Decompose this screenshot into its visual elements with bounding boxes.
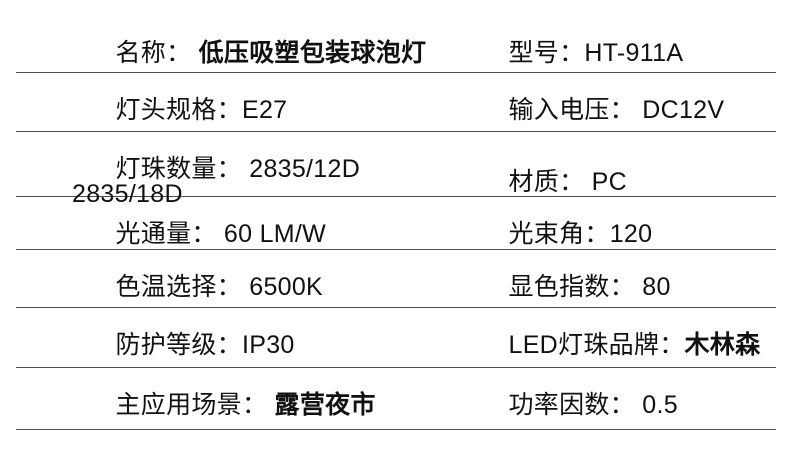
spec-label: 灯珠数量：	[115, 155, 242, 183]
spec-value: 80	[635, 273, 671, 301]
spec-cell-led-brand: LED灯珠品牌：木林森	[465, 308, 776, 383]
spec-label: 名称：	[115, 39, 192, 67]
spec-cell-cri: 显色指数： 80	[465, 250, 776, 325]
spec-cell-luminous-flux: 光通量： 60 LM/W	[16, 197, 465, 272]
spec-label: 光束角：	[508, 220, 610, 248]
spec-value: HT-911A	[584, 39, 684, 67]
spec-label: 型号：	[508, 39, 585, 67]
spec-row-name-model: 名称： 低压吸塑包装球泡灯 型号：HT-911A	[16, 16, 776, 73]
spec-label: 光通量：	[115, 220, 217, 248]
spec-value: PC	[584, 167, 627, 196]
spec-row-leds-material: 灯珠数量： 2835/12D 2835/18D 材质： PC	[16, 132, 776, 207]
spec-cell-material: 材质： PC	[465, 145, 776, 220]
spec-cell-led-count: 灯珠数量： 2835/12D 2835/18D	[16, 132, 465, 232]
spec-cell-input-voltage: 输入电压： DC12V	[465, 73, 776, 148]
spec-value: 60 LM/W	[216, 220, 327, 248]
spec-cell-beam-angle: 光束角：120	[465, 197, 776, 272]
spec-value: 低压吸塑包装球泡灯	[191, 39, 427, 67]
spec-value: 6500K	[242, 273, 324, 301]
spec-row-scene-powerfactor: 主应用场景： 露营夜市 功率因数： 0.5	[16, 368, 776, 430]
spec-row-base-voltage: 灯头规格：E27 输入电压： DC12V	[16, 73, 776, 132]
spec-cell-product-name: 名称： 低压吸塑包装球泡灯	[16, 16, 465, 91]
spec-label: 防护等级：	[115, 331, 242, 359]
spec-cell-model: 型号：HT-911A	[465, 16, 776, 91]
spec-value: 120	[609, 220, 653, 248]
spec-row-ip-brand: 防护等级：IP30 LED灯珠品牌：木林森	[16, 308, 776, 368]
spec-row-flux-beamangle: 光通量： 60 LM/W 光束角：120	[16, 197, 776, 250]
spec-value: 露营夜市	[267, 391, 376, 419]
spec-cell-lamp-base: 灯头规格：E27	[16, 73, 465, 148]
spec-value: 0.5	[635, 391, 678, 419]
spec-value: 2835/12D 2835/18D	[72, 155, 375, 208]
product-spec-table: 名称： 低压吸塑包装球泡灯 型号：HT-911A 灯头规格：E27 输入电压： …	[16, 0, 776, 430]
spec-value: 木林森	[684, 331, 761, 359]
spec-value: IP30	[242, 331, 295, 359]
spec-cell-protection-rating: 防护等级：IP30	[16, 308, 465, 383]
spec-value: DC12V	[635, 96, 725, 124]
spec-value: E27	[242, 96, 288, 124]
spec-cell-color-temperature: 色温选择： 6500K	[16, 250, 465, 325]
spec-label: 输入电压：	[508, 96, 635, 124]
spec-label: LED灯珠品牌：	[508, 331, 685, 359]
spec-label: 主应用场景：	[115, 391, 268, 419]
spec-label: 材质：	[508, 167, 585, 196]
spec-row-cct-cri: 色温选择： 6500K 显色指数： 80	[16, 250, 776, 308]
spec-label: 功率因数：	[508, 391, 635, 419]
spec-label: 灯头规格：	[115, 96, 242, 124]
spec-cell-application-scene: 主应用场景： 露营夜市	[16, 368, 465, 443]
spec-label: 色温选择：	[115, 273, 242, 301]
spec-cell-power-factor: 功率因数： 0.5	[465, 368, 776, 443]
spec-label: 显色指数：	[508, 273, 635, 301]
